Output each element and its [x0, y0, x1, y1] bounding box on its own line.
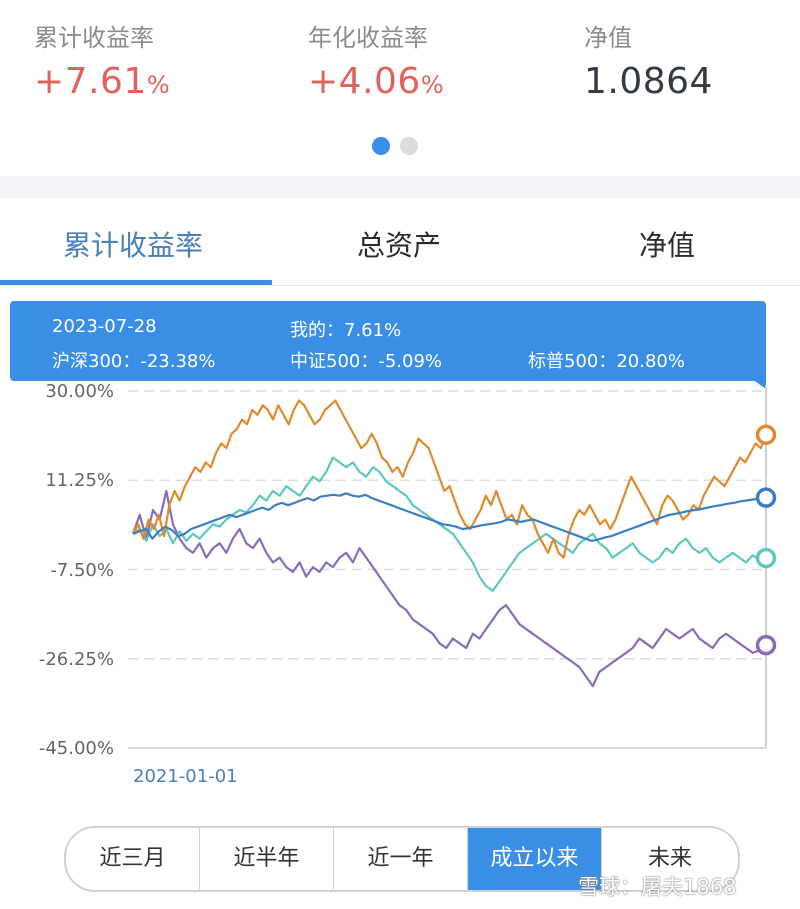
- series-end-marker-标普500[interactable]: [755, 424, 777, 446]
- y-tick-label: -7.50%: [50, 560, 114, 581]
- y-tick-label: 30.00%: [45, 381, 114, 402]
- y-tick-label: -45.00%: [38, 738, 114, 759]
- stat-label: 年化收益率: [308, 24, 428, 52]
- return-chart[interactable]: [0, 380, 800, 800]
- series-line-标普500: [132, 399, 768, 559]
- y-tick-label: -26.25%: [38, 649, 114, 670]
- tooltip-pointer: [752, 379, 766, 389]
- tab-separator: [0, 285, 800, 286]
- tooltip-hs300: 沪深300：-23.38%: [52, 351, 216, 372]
- series-line-沪深300: [131, 489, 767, 688]
- range-1-year-button[interactable]: 近一年: [334, 828, 468, 890]
- series-end-marker-中证500[interactable]: [755, 547, 777, 569]
- chart-tooltip: 2023-07-28 我的：7.61% 沪深300：-23.38% 中证500：…: [10, 301, 766, 381]
- tooltip-sp500: 标普500：20.80%: [528, 351, 685, 372]
- stat-label: 累计收益率: [34, 24, 154, 52]
- tooltip-zz500: 中证500：-5.09%: [290, 351, 443, 372]
- tooltip-mine: 我的：7.61%: [290, 320, 402, 341]
- watermark: 雪球：屠夫1868: [578, 875, 737, 899]
- range-6-months-button[interactable]: 近半年: [200, 828, 334, 890]
- page-dot-active[interactable]: [372, 137, 390, 155]
- range-since-inception-button[interactable]: 成立以来: [468, 828, 602, 890]
- summary-stats: 累计收益率 +7.61% 年化收益率 +4.06% 净值 1.0864: [0, 0, 800, 176]
- series-end-marker-我的[interactable]: [755, 487, 777, 508]
- tooltip-date: 2023-07-28: [52, 316, 157, 337]
- chart-tabs: 累计收益率 总资产 净值: [0, 198, 800, 284]
- series-end-marker-沪深300[interactable]: [755, 634, 777, 656]
- range-future-button[interactable]: 未来: [647, 846, 692, 871]
- stat-cumulative-return: 累计收益率 +7.61%: [34, 18, 170, 102]
- y-tick-label: 11.25%: [45, 470, 114, 491]
- stat-value: 1.0864: [584, 61, 713, 102]
- range-3-months-button[interactable]: 近三月: [66, 828, 200, 890]
- page-indicator[interactable]: [372, 137, 428, 159]
- stat-net-value: 净值 1.0864: [584, 18, 713, 102]
- stat-annualized-return: 年化收益率 +4.06%: [308, 18, 444, 102]
- time-range-selector: 近三月 近半年 近一年 成立以来 未来: [64, 826, 740, 892]
- page-dot[interactable]: [400, 137, 418, 155]
- stat-label: 净值: [584, 24, 632, 52]
- active-tab-indicator: [0, 280, 272, 285]
- stat-value: +4.06%: [308, 61, 445, 102]
- series-line-中证500: [132, 456, 767, 592]
- series-line-我的: [132, 492, 767, 542]
- tab-net-value[interactable]: 净值: [638, 229, 695, 262]
- tab-total-assets[interactable]: 总资产: [356, 229, 441, 262]
- tab-cumulative-return[interactable]: 累计收益率: [62, 229, 203, 262]
- x-axis-start-label: 2021-01-01: [133, 766, 238, 787]
- section-divider: [0, 176, 800, 198]
- stat-value: +7.61%: [34, 61, 171, 102]
